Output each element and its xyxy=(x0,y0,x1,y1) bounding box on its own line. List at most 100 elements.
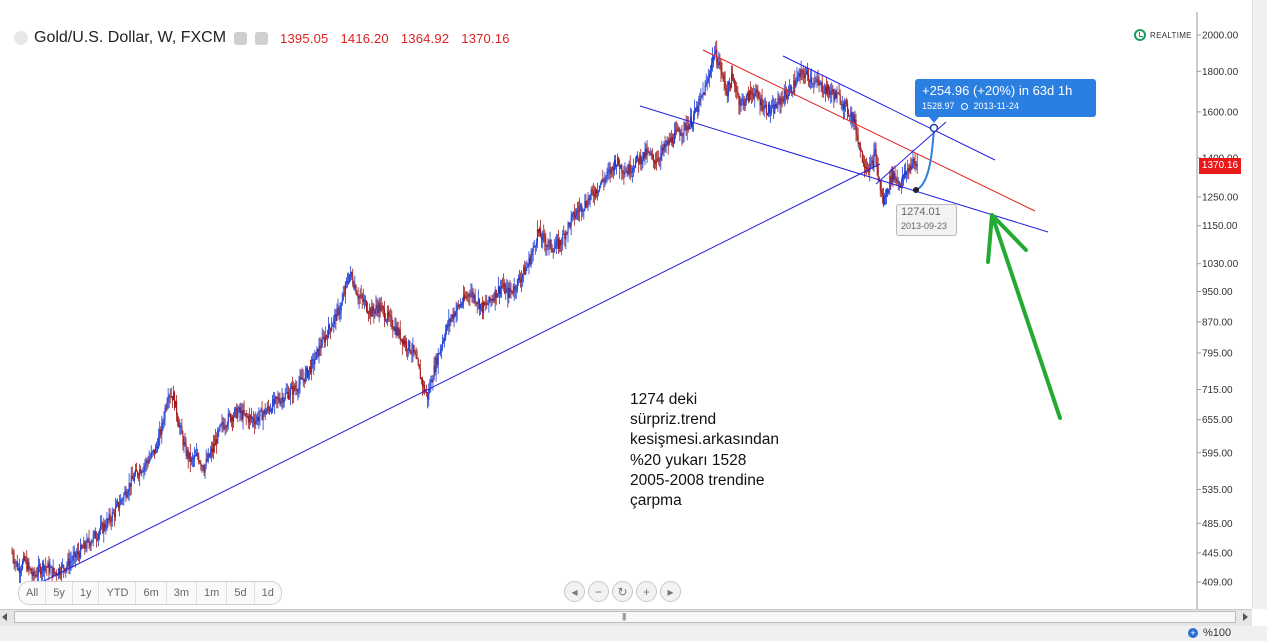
candle-up xyxy=(437,353,439,365)
candle-up xyxy=(575,210,578,216)
settings-icon[interactable] xyxy=(255,31,269,45)
candle-up xyxy=(128,482,130,493)
candle-down xyxy=(721,72,723,75)
scrollbar-thumb[interactable] xyxy=(14,611,1236,623)
candle-down xyxy=(713,57,715,60)
candle-down xyxy=(43,563,45,571)
candle-up xyxy=(429,388,431,390)
candle-up xyxy=(321,337,323,348)
range-5y-button[interactable]: 5y xyxy=(46,582,73,604)
candle-down xyxy=(469,295,471,297)
scroll-left-button[interactable]: ◂ xyxy=(564,581,585,602)
horizontal-scrollbar[interactable]: ||| xyxy=(0,609,1252,627)
candle-down xyxy=(241,410,243,420)
candle-up xyxy=(776,107,778,109)
candlesticks xyxy=(11,40,918,586)
clock-icon xyxy=(960,102,968,110)
low-marker-price: 1274.01 xyxy=(901,206,941,218)
range-1y-button[interactable]: 1y xyxy=(73,582,100,604)
candle-up xyxy=(532,247,534,253)
candle-down xyxy=(182,433,184,445)
candle-up xyxy=(873,152,875,167)
price-axis[interactable]: 2000.001800.001600.001400.001250.001150.… xyxy=(1196,12,1239,609)
candle-up xyxy=(286,392,288,394)
measure-label[interactable]: +254.96 (+20%) in 63d 1h 1528.97 2013-11… xyxy=(915,79,1096,123)
candle-up xyxy=(375,305,377,310)
candle-up xyxy=(456,304,458,311)
candle-up xyxy=(14,561,16,564)
candle-down xyxy=(474,295,476,303)
candle-up xyxy=(686,125,688,131)
candle-down xyxy=(564,234,566,240)
candle-down xyxy=(833,93,835,100)
annotation-text[interactable]: 1274 deki sürpriz.trend kesişmesi.arkası… xyxy=(630,390,850,511)
candle-down xyxy=(625,171,627,173)
candle-up xyxy=(159,429,161,437)
candle-down xyxy=(652,155,655,161)
candle-down xyxy=(747,92,749,101)
candle-down xyxy=(118,501,120,508)
candle-down xyxy=(228,413,230,415)
scroll-right-button[interactable]: ▸ xyxy=(660,581,681,602)
candle-up xyxy=(101,523,103,526)
scroll-right-arrow-icon[interactable] xyxy=(1243,613,1248,621)
reset-button[interactable]: ↻ xyxy=(612,581,633,602)
candle-up xyxy=(302,378,304,380)
candle-down xyxy=(434,365,436,373)
candle-up xyxy=(780,98,782,105)
candle-up xyxy=(589,194,591,201)
candle-down xyxy=(882,195,885,205)
candle-up xyxy=(523,266,525,275)
candle-up xyxy=(219,425,221,430)
candle-up xyxy=(531,252,533,257)
vertical-scrollbar[interactable] xyxy=(1252,0,1267,609)
candle-up xyxy=(134,469,137,476)
candle-up xyxy=(445,331,447,339)
chart-header: Gold/U.S. Dollar, W, FXCM 1395.05 1416.2… xyxy=(14,27,510,49)
candle-up xyxy=(312,359,314,361)
candle-up xyxy=(420,378,422,380)
range-5d-button[interactable]: 5d xyxy=(227,582,255,604)
candle-up xyxy=(124,491,126,495)
symbol-icon[interactable] xyxy=(14,31,28,45)
candle-up xyxy=(25,559,27,561)
ohlc-low: 1364.92 xyxy=(400,30,450,46)
candle-up xyxy=(266,406,268,412)
candle-up xyxy=(727,82,729,97)
range-3m-button[interactable]: 3m xyxy=(167,582,198,604)
candle-up xyxy=(584,200,586,209)
candle-down xyxy=(208,453,210,457)
candle-up xyxy=(767,104,770,115)
candle-down xyxy=(857,135,859,144)
candle-down xyxy=(524,266,526,275)
candle-down xyxy=(664,143,666,148)
candle-down xyxy=(791,86,793,94)
candle-down xyxy=(246,416,248,418)
candle-up xyxy=(358,296,360,300)
candle-down xyxy=(851,112,853,122)
low-marker-label[interactable]: 1274.01 2013-09-23 xyxy=(896,204,957,236)
range-1d-button[interactable]: 1d xyxy=(261,587,274,599)
zoom-in-button[interactable]: + xyxy=(636,581,657,602)
candle-up xyxy=(488,296,490,305)
candle-up xyxy=(226,424,228,428)
range-6m-button[interactable]: 6m xyxy=(136,582,167,604)
candle-down xyxy=(38,565,41,567)
candle-down xyxy=(518,277,521,281)
candle-up xyxy=(196,453,198,456)
candle-up xyxy=(467,294,469,297)
scroll-left-arrow-icon[interactable] xyxy=(2,613,7,621)
hide-icon[interactable] xyxy=(234,31,248,45)
candle-up xyxy=(242,409,244,420)
candle-up xyxy=(521,277,523,282)
range-ytd-button[interactable]: YTD xyxy=(99,582,137,604)
candle-down xyxy=(862,162,864,165)
zoom-out-button[interactable]: − xyxy=(588,581,609,602)
candle-down xyxy=(875,149,877,164)
range-all-button[interactable]: All xyxy=(19,582,47,604)
candle-up xyxy=(599,185,601,191)
candle-down xyxy=(424,384,426,392)
zoom-control[interactable]: + %100 xyxy=(1188,627,1231,639)
range-1m-button[interactable]: 1m xyxy=(197,582,228,604)
